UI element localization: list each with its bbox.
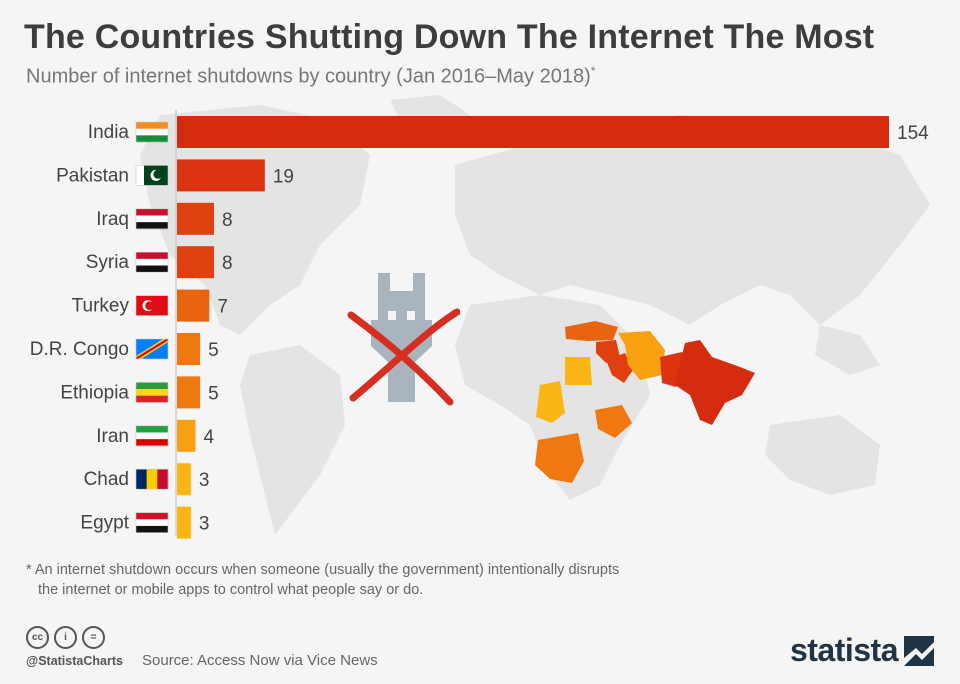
chart-title: The Countries Shutting Down The Internet…	[24, 18, 875, 56]
bar-turkey	[177, 289, 210, 322]
flag-stripe	[136, 215, 168, 223]
category-label-pakistan: Pakistan	[56, 165, 129, 186]
source-text: Source: Access Now via Vice News	[142, 652, 378, 669]
flag-border	[135, 208, 169, 230]
flag-d-r-congo-icon	[135, 338, 169, 360]
blocked-internet-icon	[347, 273, 460, 406]
statista-logo[interactable]: statista	[790, 632, 934, 669]
bar-ethiopia	[177, 376, 201, 409]
brand-name: statista	[789, 632, 899, 668]
statista-mark-icon	[904, 635, 934, 666]
value-label-egypt: 3	[199, 514, 210, 535]
flag-border	[135, 468, 169, 490]
flag-ethiopia-icon	[135, 382, 169, 403]
category-label-india: India	[88, 122, 130, 143]
value-label-chad: 3	[199, 470, 210, 491]
flag-egypt-icon	[135, 512, 169, 533]
flag-border	[135, 382, 169, 403]
flag-stripe	[136, 469, 147, 490]
flag-syria-icon	[135, 251, 169, 273]
value-label-turkey: 7	[217, 297, 228, 318]
flag-stripe	[136, 208, 168, 216]
flag-stripe	[136, 439, 168, 447]
subtitle-text: Number of internet shutdowns by country …	[26, 65, 591, 88]
bar-pakistan	[177, 159, 265, 192]
value-label-pakistan: 19	[273, 166, 294, 187]
credit-handle: @StatistaCharts	[26, 654, 123, 668]
value-label-syria: 8	[222, 253, 233, 274]
flag-stripe	[136, 519, 168, 527]
bar-iran	[177, 419, 196, 452]
value-label-ethiopia: 5	[208, 383, 219, 404]
flag-stripe	[136, 135, 168, 143]
flag-stripe	[136, 395, 168, 403]
flag-band-inner	[136, 339, 168, 359]
bar-d-r-congo	[177, 333, 201, 365]
bar-india	[177, 116, 889, 148]
attribution-icon: i	[54, 626, 77, 649]
flag-stripe	[157, 469, 169, 490]
footnote: * An internet shutdown occurs when someo…	[26, 560, 619, 601]
flag-stripe	[136, 128, 168, 136]
flag-stripe	[136, 258, 168, 266]
flag-stripe	[136, 252, 168, 260]
footnote-line-1: * An internet shutdown occurs when someo…	[26, 562, 620, 578]
flag-border	[135, 251, 169, 273]
flag-stripe	[136, 122, 168, 129]
license-icons: cc i =	[26, 626, 105, 649]
flag-border	[135, 121, 169, 143]
bar-chad	[177, 463, 191, 496]
flag-stripe	[146, 469, 158, 490]
flag-india-icon	[135, 121, 169, 143]
bar-chart: India 154 Pakistan 19 Iraq 8 Syria 8 Turkey 7 D.R.…	[30, 110, 929, 539]
flag-crescent-cut	[153, 169, 163, 179]
bar-iraq	[177, 202, 214, 235]
category-label-chad: Chad	[84, 469, 129, 490]
category-label-d-r-congo: D.R. Congo	[30, 339, 129, 360]
flag-crescent-cut	[145, 301, 155, 310]
flag-iraq-icon	[135, 208, 169, 230]
flag-turkey-icon	[135, 295, 169, 316]
flag-stripe	[136, 425, 168, 433]
flag-stripe	[136, 432, 168, 440]
category-label-syria: Syria	[86, 252, 130, 273]
subtitle-footnote-mark: *	[590, 64, 596, 78]
flag-stripe	[136, 525, 168, 533]
no-derivatives-icon: =	[82, 626, 105, 649]
flag-stripe	[136, 382, 168, 390]
flag-chad-icon	[135, 468, 169, 490]
flag-border	[135, 338, 169, 360]
flag-iran-icon	[135, 425, 169, 447]
flag-border	[135, 165, 169, 186]
flag-stripe	[136, 222, 168, 230]
chart-subtitle: Number of internet shutdowns by country …	[26, 64, 595, 89]
category-label-turkey: Turkey	[72, 296, 130, 317]
value-label-d-r-congo: 5	[208, 340, 219, 361]
category-label-iran: Iran	[96, 426, 129, 447]
flag-border	[135, 425, 169, 447]
flag-border	[135, 512, 169, 533]
category-label-iraq: Iraq	[96, 209, 129, 230]
value-label-iraq: 8	[222, 210, 233, 231]
bar-egypt	[177, 506, 191, 539]
flag-stripe	[136, 265, 168, 273]
value-label-india: 154	[897, 123, 929, 144]
bar-syria	[177, 246, 214, 279]
creative-commons-icon: cc	[26, 626, 49, 649]
flag-stripe	[136, 389, 168, 397]
footnote-line-2: the internet or mobile apps to control w…	[38, 582, 424, 599]
flag-pakistan-icon	[135, 165, 169, 186]
category-label-ethiopia: Ethiopia	[60, 382, 129, 403]
category-label-egypt: Egypt	[80, 513, 129, 534]
value-label-iran: 4	[203, 427, 214, 448]
flag-border	[135, 295, 169, 316]
flag-stripe	[136, 512, 168, 520]
